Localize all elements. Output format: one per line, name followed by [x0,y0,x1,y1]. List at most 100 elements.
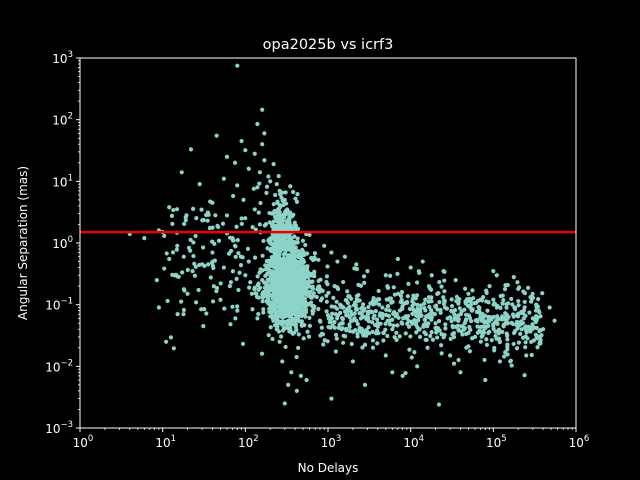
scatter-point [267,309,272,315]
scatter-point [250,225,255,230]
scatter-point [402,301,407,306]
scatter-point [257,222,262,227]
scatter-point [204,311,209,316]
scatter-point [530,295,536,300]
scatter-point [401,316,406,321]
scatter-point [341,279,346,285]
scatter-point [422,301,427,306]
scatter-point [241,197,246,202]
scatter-point [292,312,298,317]
scatter-point [343,334,348,339]
scatter-point [374,317,380,322]
scatter-point [305,266,310,271]
scatter-point [168,335,174,340]
scatter-point [434,303,439,308]
scatter-point [504,305,509,310]
tick-label: 103 [321,434,342,450]
scatter-point [423,308,428,313]
scatter-point [324,299,329,304]
scatter-point [299,313,304,318]
scatter-point [284,291,289,296]
scatter-point [528,329,533,334]
scatter-point [388,273,393,278]
scatter-point [200,218,205,223]
scatter-point [293,297,298,302]
scatter-point [185,291,190,296]
scatter-point [477,308,482,313]
scatter-point [391,323,396,328]
scatter-point [376,288,381,294]
scatter-point [284,219,289,224]
tick-label: 10−3 [45,420,73,436]
scatter-point [321,342,326,347]
scatter-point [355,334,360,339]
scatter-point [496,336,502,341]
scatter-point [271,202,276,207]
scatter-point [212,258,217,263]
scatter-point [276,173,281,179]
scatter-point [334,336,339,341]
scatter-point [281,234,286,239]
scatter-point [246,166,251,171]
scatter-point [491,297,496,302]
scatter-point [227,284,232,289]
scatter-point [486,314,491,319]
tick-label: 100 [52,235,73,251]
scatter-point [322,243,327,248]
scatter-point [205,218,210,223]
scatter-point [310,311,315,316]
scatter-point [260,253,265,258]
scatter-point [265,271,270,277]
scatter-point [275,250,280,255]
scatter-point [423,337,428,342]
scatter-point [248,280,253,285]
scatter-point [193,300,199,305]
scatter-point [511,341,516,347]
scatter-point [458,370,463,375]
scatter-point [276,321,281,326]
scatter-point [286,263,291,268]
scatter-point [456,301,461,306]
scatter-point [448,336,453,341]
scatter-point [234,224,239,229]
scatter-point [329,250,334,255]
scatter-point [326,324,331,330]
scatter-point [298,276,303,281]
scatter-point [400,304,405,309]
scatter-point [274,255,279,260]
scatter-point [429,295,434,300]
scatter-point [275,327,280,332]
scatter-point [432,312,437,317]
scatter-point [408,265,413,270]
scatter-point [270,211,275,216]
scatter-point [269,263,274,268]
scatter-point [349,296,354,301]
scatter-point [522,325,528,330]
scatter-point [266,333,271,338]
scatter-point [193,264,198,269]
scatter-point [375,341,380,346]
scatter-point [340,315,345,321]
scatter-point [365,269,370,274]
scatter-point [400,321,405,326]
scatter-point [466,291,471,296]
scatter-point [311,306,316,311]
scatter-point [387,308,392,313]
scatter-point [327,320,332,325]
scatter-point [399,290,405,295]
scatter-point [459,329,464,334]
scatter-point [362,342,368,347]
scatter-point [354,262,359,267]
scatter-point [533,332,538,337]
scatter-point [483,325,488,330]
scatter-point [289,318,295,323]
scatter-point [427,286,432,291]
scatter-point [264,282,270,287]
scatter-point [274,317,280,323]
scatter-point [267,306,272,311]
scatter-point [324,309,329,314]
scatter-point [325,264,330,269]
scatter-point [516,340,521,345]
scatter-point [481,328,486,333]
scatter-point [344,313,349,318]
